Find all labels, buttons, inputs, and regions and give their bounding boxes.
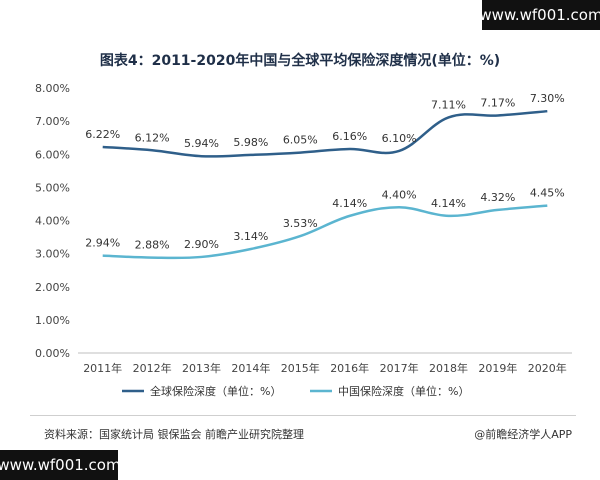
series-line [102,204,548,260]
watermark-top: www.wf001.com [479,0,600,30]
data-label: 6.22% [85,128,120,141]
y-tick-label: 5.00% [35,181,70,194]
y-tick-label: 4.00% [35,215,70,228]
x-tick-label: 2015年 [281,361,320,375]
series-line [102,109,548,158]
y-tick-label: 1.00% [35,314,70,327]
data-label: 6.16% [332,130,367,143]
brand-credit: @前瞻经济学人APP [474,428,572,441]
x-tick-label: 2011年 [83,361,122,375]
data-label: 6.12% [135,131,170,144]
watermark-text: www.wf001.com [479,6,600,24]
data-label: 4.32% [480,191,515,204]
x-tick-label: 2016年 [330,361,369,375]
y-tick-label: 6.00% [35,148,70,161]
legend-label: 中国保险深度（单位：%） [338,384,469,398]
data-label: 4.14% [332,197,367,210]
data-label: 4.45% [530,187,565,200]
x-tick-label: 2017年 [380,361,419,375]
data-label: 7.17% [480,96,515,109]
y-tick-label: 3.00% [35,248,70,261]
data-label: 6.05% [283,134,318,147]
y-tick-label: 8.00% [35,82,70,95]
y-tick-label: 7.00% [35,115,70,128]
x-tick-label: 2018年 [429,361,468,375]
data-label: 7.11% [431,98,466,111]
y-tick-label: 0.00% [35,347,70,360]
x-tick-label: 2020年 [528,361,567,375]
y-tick-label: 2.00% [35,281,70,294]
watermark-bottom: www.wf001.com [0,450,121,480]
data-label: 5.94% [184,137,219,150]
data-label: 4.40% [382,188,417,201]
x-tick-label: 2013年 [182,361,221,375]
data-label: 7.30% [530,92,565,105]
x-tick-label: 2014年 [231,361,270,375]
x-tick-label: 2019年 [478,361,517,375]
legend-label: 全球保险深度（单位：%） [150,384,281,398]
data-label: 4.14% [431,197,466,210]
data-label: 2.88% [135,239,170,252]
data-label: 5.98% [233,136,268,149]
data-label: 2.90% [184,238,219,251]
watermark-text: www.wf001.com [0,456,121,474]
x-tick-label: 2012年 [133,361,172,375]
data-label: 3.14% [233,230,268,243]
data-label: 2.94% [85,237,120,250]
source-note: 资料来源：国家统计局 银保监会 前瞻产业研究院整理 [44,428,304,441]
chart-title: 图表4：2011-2020年中国与全球平均保险深度情况(单位：%) [99,53,501,69]
footer-divider [30,415,576,416]
data-label: 3.53% [283,217,318,230]
data-label: 6.10% [382,132,417,145]
